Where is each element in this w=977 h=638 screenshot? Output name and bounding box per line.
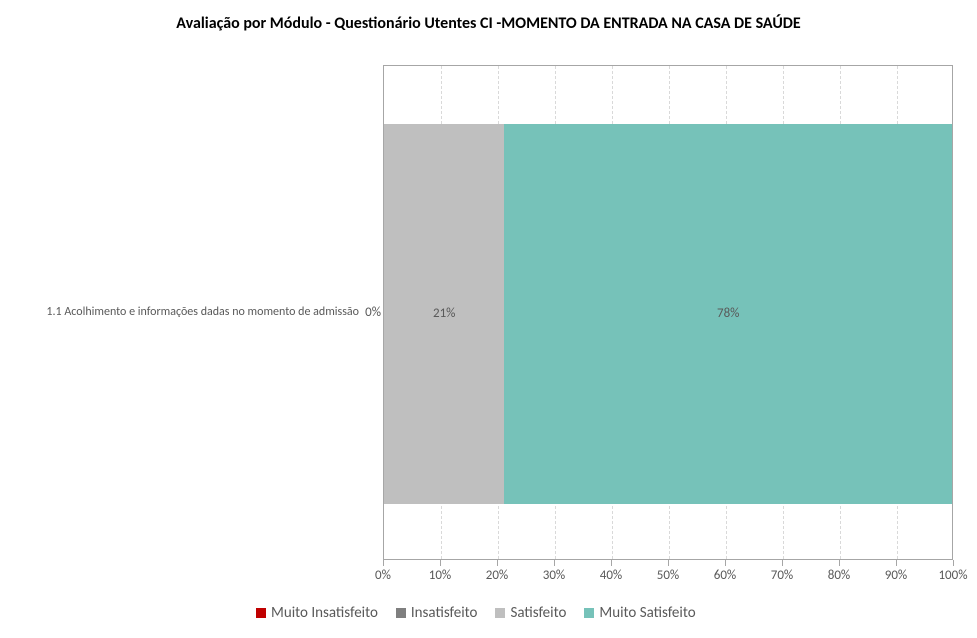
x-tick-label: 10%: [420, 568, 460, 583]
x-tick-mark: [554, 560, 555, 566]
legend-item: Insatisfeito: [396, 604, 478, 622]
plot-area: 21%78%: [383, 65, 953, 560]
legend-swatch: [396, 608, 406, 618]
legend-label: Insatisfeito: [411, 604, 478, 622]
x-tick-mark: [383, 560, 384, 566]
x-tick-mark: [611, 560, 612, 566]
legend-item: Satisfeito: [495, 604, 566, 622]
x-tick-label: 30%: [534, 568, 574, 583]
bar-row: 21%78%: [384, 124, 952, 504]
legend-swatch: [256, 608, 266, 618]
legend-label: Muito Satisfeito: [599, 604, 695, 622]
chart-title: Avaliação por Módulo - Questionário Uten…: [0, 14, 977, 33]
x-tick-label: 90%: [876, 568, 916, 583]
y-axis-category-label: 1.1 Acolhimento e informações dadas no m…: [4, 305, 359, 319]
x-tick-label: 40%: [591, 568, 631, 583]
x-tick-label: 50%: [648, 568, 688, 583]
legend-swatch: [584, 608, 594, 618]
x-tick-label: 100%: [933, 568, 973, 583]
x-tick-label: 60%: [705, 568, 745, 583]
x-tick-mark: [497, 560, 498, 566]
x-tick-mark: [440, 560, 441, 566]
x-tick-label: 70%: [762, 568, 802, 583]
x-tick-mark: [725, 560, 726, 566]
x-tick-mark: [953, 560, 954, 566]
legend-label: Muito Insatisfeito: [271, 604, 378, 622]
x-tick-label: 20%: [477, 568, 517, 583]
legend-item: Muito Satisfeito: [584, 604, 695, 622]
bar-segment: 78%: [504, 124, 952, 504]
x-tick-mark: [896, 560, 897, 566]
x-tick-mark: [668, 560, 669, 566]
legend-swatch: [495, 608, 505, 618]
bar-zero-data-label: 0%: [359, 305, 381, 320]
legend: Muito Insatisfeito Insatisfeito Satisfeito…: [256, 604, 696, 622]
legend-item: Muito Insatisfeito: [256, 604, 378, 622]
x-tick-label: 0%: [363, 568, 403, 583]
x-tick-label: 80%: [819, 568, 859, 583]
bar-segment: 21%: [384, 124, 504, 504]
x-tick-mark: [839, 560, 840, 566]
legend-label: Satisfeito: [510, 604, 566, 622]
x-tick-mark: [782, 560, 783, 566]
